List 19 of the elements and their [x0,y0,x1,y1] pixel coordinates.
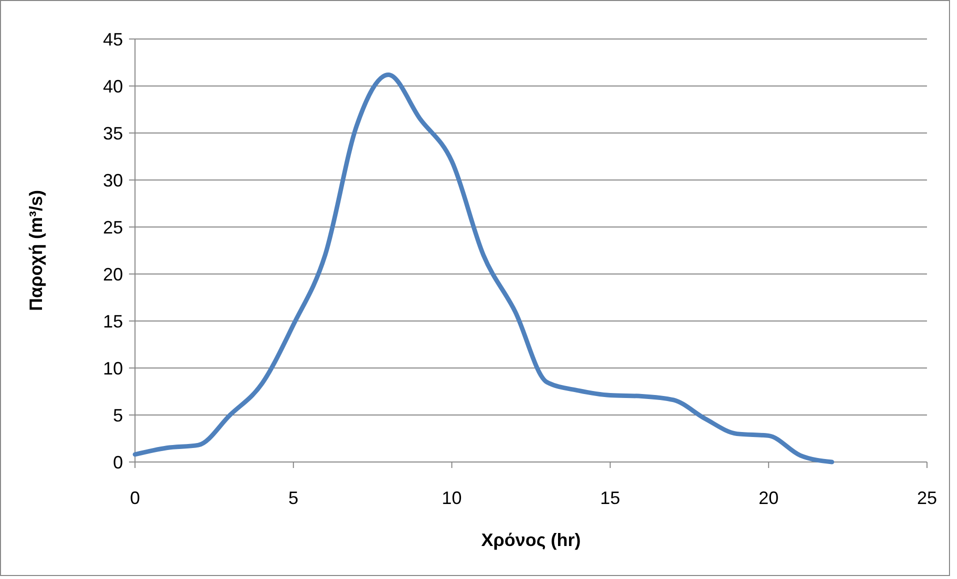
y-tick-label: 30 [102,170,123,190]
x-tick-label: 10 [442,488,462,508]
x-tick-label: 5 [288,488,298,508]
x-tick-label: 15 [600,488,620,508]
y-tick-label: 25 [102,217,123,238]
y-tick-label: 40 [102,76,123,96]
y-tick-label: 35 [102,123,123,144]
y-tick-label: 0 [112,452,123,472]
y-axis-title: Παροχή (m³/s) [26,190,46,311]
y-tick-label: 20 [102,264,123,284]
x-axis-title: Χρόνος (hr) [481,530,581,550]
y-tick-label: 5 [112,405,123,426]
x-tick-label: 0 [130,488,140,508]
x-tick-label: 20 [758,488,779,508]
y-tick-label: 10 [102,358,123,378]
line-series [132,72,834,464]
y-tick-label: 15 [102,311,123,332]
x-tick-label: 25 [916,488,938,508]
y-tick-label: 45 [102,29,123,50]
